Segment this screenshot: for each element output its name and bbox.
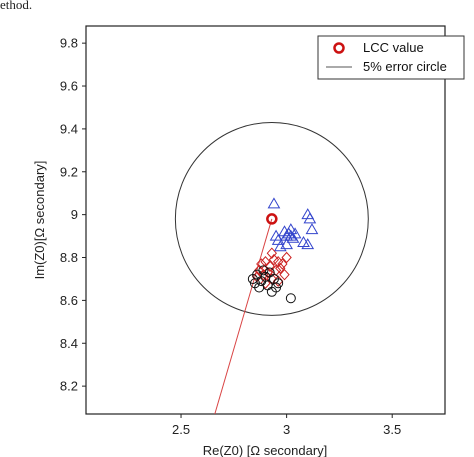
circle-point [285,293,296,304]
diamond-point [275,262,286,274]
diamond-point [253,264,265,277]
triangle-point [269,229,283,241]
y-tick-label: 8.4 [60,336,78,351]
error-circle [174,121,369,316]
axis-ticks: 2.5 3 3.5 8.2 8.4 8.6 8.8 9 9.2 9.4 9.6 9.8 [60,36,401,437]
triangle-point [280,238,293,250]
circle-point [266,286,277,297]
diamond-point [260,277,271,289]
y-tick-label: 8.8 [60,250,78,265]
y-tick-label: 9 [71,207,78,222]
legend-lcc-marker [333,42,345,54]
circle-point [258,265,269,276]
lcc-value-point [266,213,278,225]
data-layer [174,121,369,414]
red-line [214,218,273,414]
diamond-point [256,258,267,270]
triangle-point [284,229,298,241]
triangle-point [303,212,317,224]
diamond-point [277,258,288,270]
y-tick-label: 9.2 [60,164,78,179]
diamond-point [266,247,278,259]
y-tick-label: 9.8 [60,36,78,51]
caption-fragment: ethod. [0,0,33,12]
triangle-point [284,223,298,235]
legend-lcc-label: LCC value [363,40,424,55]
diamond-point [281,251,292,264]
diamond-point [270,264,282,277]
legend-circle-label: 5% error circle [363,59,447,74]
legend-box [317,35,465,80]
diamond-point [258,268,269,281]
circle-point [249,278,260,289]
y-axis-label: Im(Z0)[Ω secondary] [32,161,47,280]
y-tick-label: 8.6 [60,293,78,308]
diamond-point [264,260,275,272]
triangle-point [267,197,281,209]
y-tick-label: 9.4 [60,121,78,136]
plot-area [85,25,446,415]
x-axis-label: Re(Z0) [Ω secondary] [203,443,328,457]
x-tick-label: 3 [283,422,290,437]
x-tick-label: 3.5 [383,422,401,437]
y-tick-label: 9.6 [60,79,78,94]
y-tick-label: 8.2 [60,379,78,394]
triangle-point [301,238,315,250]
legend: LCC value 5% error circle [317,35,465,80]
x-tick-label: 2.5 [172,422,190,437]
diamond-point [279,268,290,281]
triangle-point [305,223,319,235]
